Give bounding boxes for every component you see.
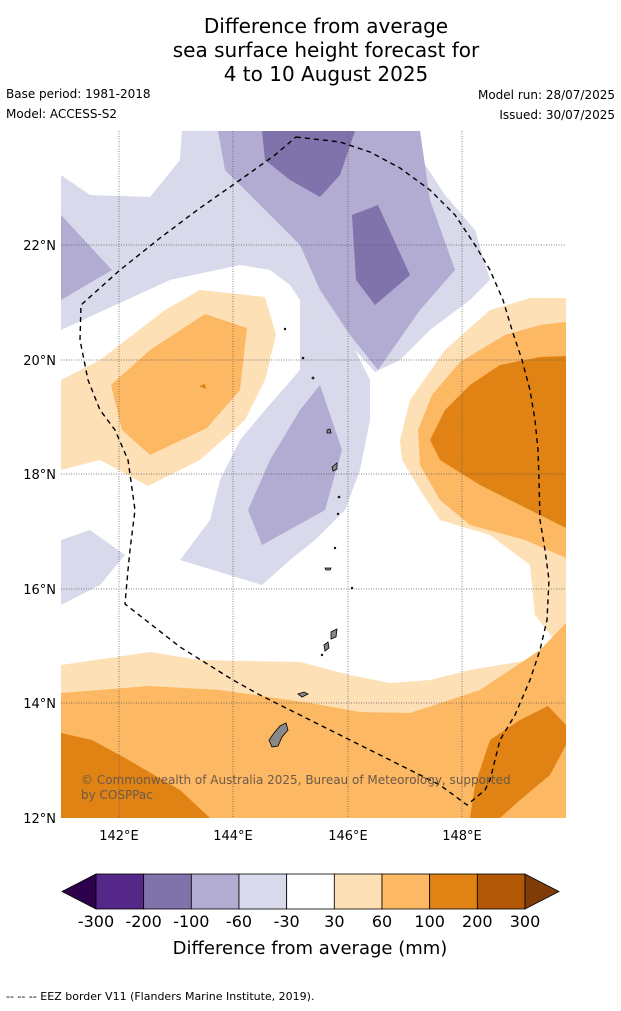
base-period: Base period: 1981-2018	[6, 87, 151, 101]
colorbar-tick-label: 200	[462, 912, 493, 931]
contour-pos60-west	[111, 314, 247, 455]
lat-tick-16n: 16°N	[23, 583, 56, 598]
colorbar-tick-label: -30	[274, 912, 300, 931]
lat-tick-12n: 12°N	[23, 812, 56, 827]
colorbar-tick-label: 60	[372, 912, 392, 931]
island-saipan	[330, 628, 338, 640]
colorbar-segment	[95, 873, 145, 910]
colorbar-segment	[333, 873, 383, 910]
island-farallon	[283, 327, 287, 331]
island-guam	[268, 722, 289, 748]
colorbar-tick-label: 300	[510, 912, 541, 931]
colorbar-segment	[190, 873, 240, 910]
island-tinian	[323, 641, 330, 652]
island-maug	[301, 356, 305, 360]
island-aguijan	[320, 653, 324, 657]
model-run: Model run: 28/07/2025	[477, 88, 615, 102]
contour-neg100-north	[262, 131, 355, 197]
contour-pos60-south	[61, 623, 566, 818]
island-alamagan	[337, 495, 341, 499]
eez-footer-note: -- -- -- EEZ border V11 (Flanders Marine…	[6, 990, 315, 1003]
lon-tick-146e: 146°E	[328, 829, 368, 844]
colorbar-segment	[238, 873, 288, 910]
issued-date: Issued: 30/07/2025	[499, 108, 615, 122]
lat-tick-22n: 22°N	[23, 239, 56, 254]
island-asuncion	[311, 376, 315, 380]
contour-pos100-speck	[199, 384, 206, 389]
lon-tick-labels: 142°E 144°E 146°E 148°E	[99, 829, 482, 844]
islands	[268, 327, 354, 748]
contour-field: © Commonwealth of Australia 2025, Bureau…	[61, 131, 566, 818]
colorbar-extend-low	[61, 873, 97, 910]
colorbar-title: Difference from average (mm)	[173, 938, 448, 959]
island-anatahan	[324, 567, 332, 571]
island-agrihan	[326, 428, 332, 434]
contour-neg60-north	[218, 131, 455, 370]
title-line-2: sea surface height forecast for	[172, 38, 480, 62]
colorbar-extend-high	[524, 873, 560, 910]
island-rota	[297, 691, 309, 698]
lat-tick-20n: 20°N	[23, 354, 56, 369]
island-guguan	[336, 512, 340, 516]
colorbar-tick-label: -200	[126, 912, 162, 931]
colorbar-tick-label: -100	[173, 912, 209, 931]
lon-tick-148e: 148°E	[442, 829, 482, 844]
lat-tick-labels: 22°N 20°N 18°N 16°N 14°N 12°N	[23, 239, 56, 827]
colorbar-segment	[381, 873, 431, 910]
island-sarigan	[333, 546, 337, 550]
colorbar-segment	[286, 873, 335, 910]
colorbar-tick-label: 100	[414, 912, 445, 931]
title-line-3: 4 to 10 August 2025	[223, 62, 429, 86]
contour-neg30-central	[180, 300, 370, 585]
contour-neg60-west	[61, 215, 112, 300]
gridlines	[61, 131, 566, 818]
lat-tick-18n: 18°N	[23, 468, 56, 483]
colorbar-segment	[143, 873, 192, 910]
colorbar: -300 -200 -100 -60 -30 30 60 100 200 300	[61, 873, 560, 931]
copyright-line-1: © Commonwealth of Australia 2025, Bureau…	[81, 773, 511, 787]
map-title: Difference from average sea surface heig…	[0, 14, 621, 86]
colorbar-segment	[476, 873, 526, 910]
eez-border-line	[79, 136, 550, 806]
island-pagan	[331, 462, 338, 472]
contour-pos100-east	[430, 356, 566, 528]
colorbar-segment	[429, 873, 478, 910]
lat-tick-14n: 14°N	[23, 697, 56, 712]
lon-tick-144e: 144°E	[213, 829, 253, 844]
colorbar-tick-label: 30	[324, 912, 344, 931]
contour-neg60-central	[248, 385, 342, 545]
colorbar-tick-label: -60	[226, 912, 252, 931]
contour-neg100-east	[352, 205, 410, 305]
colorbar-tick-label: -300	[78, 912, 114, 931]
lon-tick-142e: 142°E	[99, 829, 139, 844]
title-line-1: Difference from average	[203, 14, 449, 38]
contour-pos100-southwest	[61, 733, 210, 818]
island-farallon-medinilla	[350, 586, 354, 590]
copyright-line-2: by COSPPac	[81, 788, 153, 802]
contour-neg30-west	[61, 530, 125, 605]
model-name: Model: ACCESS-S2	[6, 107, 118, 121]
contour-pos100-southeast	[470, 706, 566, 818]
